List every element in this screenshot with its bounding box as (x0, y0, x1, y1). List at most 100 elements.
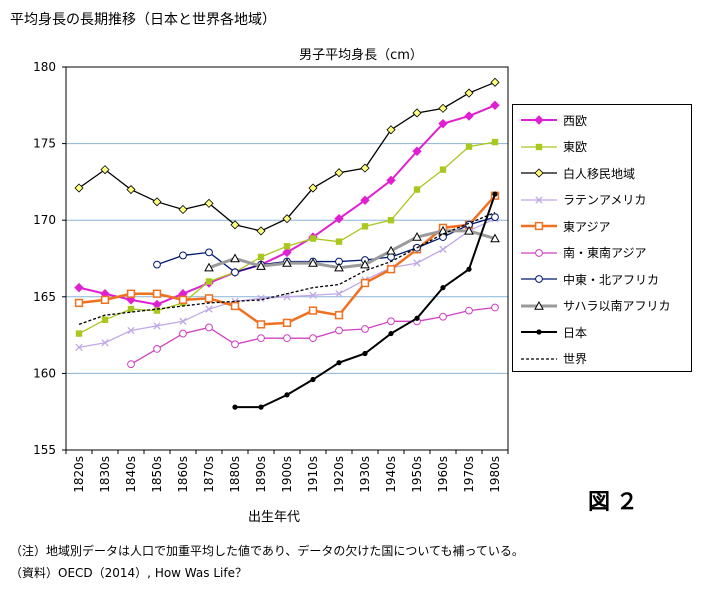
data-point (490, 233, 500, 243)
data-point (205, 278, 213, 285)
x-tick-label: 1900s (280, 456, 294, 493)
data-point (230, 220, 240, 230)
data-point (283, 293, 291, 301)
data-point (361, 223, 369, 230)
data-point (127, 326, 135, 335)
series-line (208, 229, 496, 270)
data-point (153, 307, 161, 314)
data-point (204, 198, 214, 208)
data-point (535, 275, 543, 284)
legend-item: サハラ以南アフリカ (513, 293, 691, 320)
legend-swatch (521, 115, 557, 125)
data-point (152, 299, 162, 310)
data-point (388, 330, 394, 337)
data-point (386, 265, 396, 274)
data-point (74, 298, 84, 308)
legend-label: 中東・北アフリカ (563, 272, 660, 287)
data-point (464, 225, 474, 235)
data-point-stroke (309, 291, 317, 299)
y-tick-label: 165 (33, 290, 56, 304)
legend-label: 東欧 (563, 140, 588, 155)
legend-swatch (521, 248, 557, 257)
data-point (387, 317, 395, 326)
data-point (126, 289, 136, 298)
data-point (75, 330, 83, 337)
data-point-stroke (335, 290, 343, 298)
data-point (153, 344, 161, 353)
chart-title: 男子平均身長（cm） (299, 48, 423, 63)
data-point (282, 318, 292, 327)
data-point (101, 316, 109, 323)
y-tick-label: 175 (33, 137, 56, 151)
data-point (438, 225, 448, 235)
series-2 (74, 77, 500, 236)
legend-item: 日本 (513, 319, 691, 346)
series-0 (74, 100, 500, 310)
data-point (465, 306, 473, 315)
data-point (308, 258, 318, 267)
x-tick-label: 1910s (306, 456, 320, 493)
data-point (74, 183, 84, 193)
data-point (360, 278, 370, 288)
x-tick-label: 1970s (462, 456, 476, 493)
legend-label: 東アジア (563, 219, 611, 234)
legend-label: 西欧 (563, 113, 588, 128)
data-point (413, 186, 421, 193)
data-point (490, 77, 500, 87)
data-point-stroke (101, 339, 109, 347)
data-point (535, 248, 543, 257)
y-tick-label: 160 (33, 366, 56, 380)
data-point (152, 197, 162, 207)
data-point (334, 213, 344, 224)
data-point (153, 260, 161, 269)
legend-swatch (521, 143, 557, 150)
x-tick-label: 1950s (410, 456, 424, 493)
data-point (335, 290, 343, 298)
figure-label: 図２ (588, 490, 645, 515)
data-point (284, 392, 290, 398)
x-tick-label: 1830s (98, 456, 112, 493)
data-point (283, 243, 291, 250)
series-line (78, 81, 496, 232)
data-point (534, 115, 544, 125)
data-point (438, 103, 448, 113)
data-point (101, 339, 109, 347)
data-point (100, 295, 110, 305)
data-point-stroke (75, 343, 83, 352)
x-tick-label: 1930s (358, 456, 372, 493)
x-tick-label: 1890s (254, 456, 268, 493)
legend-swatch (521, 358, 557, 360)
data-point (440, 285, 446, 291)
legend-swatch (521, 329, 557, 335)
legend-item: 白人移民地域 (513, 160, 691, 187)
data-point (308, 306, 318, 315)
data-point (309, 235, 317, 242)
data-point (75, 343, 83, 352)
data-point (491, 138, 499, 146)
legend-label: 世界 (563, 352, 588, 367)
data-point (361, 325, 369, 333)
legend-item: 東アジア (513, 213, 691, 240)
legend-item: 中東・北アフリカ (513, 266, 691, 293)
legend-swatch (521, 168, 557, 178)
legend-item: ラテンアメリカ (513, 187, 691, 214)
x-tick-label: 1840s (124, 456, 138, 493)
data-point (256, 226, 266, 236)
data-point (310, 376, 316, 383)
x-tick-label: 1880s (228, 456, 242, 493)
data-point (205, 323, 213, 332)
data-point-stroke (439, 245, 447, 253)
data-point (439, 245, 447, 253)
legend-label: サハラ以南アフリカ (563, 299, 671, 314)
data-point (153, 322, 161, 330)
chart-legend: 西欧 東欧 白人移民地域 ラテンアメリカ 東アジア 南・東南アジア 中東・北アフ… (512, 104, 692, 372)
data-point (230, 253, 240, 263)
legend-item: 東欧 (513, 134, 691, 161)
data-point (74, 282, 84, 293)
series-line (78, 104, 496, 306)
data-point (179, 329, 187, 338)
data-point (412, 232, 422, 241)
legend-item: 南・東南アジア (513, 240, 691, 267)
x-tick-label: 1820s (72, 456, 86, 493)
